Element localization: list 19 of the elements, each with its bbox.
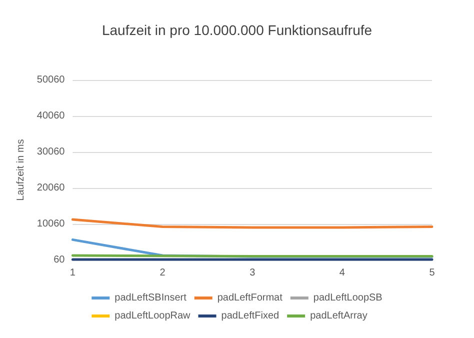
x-tick-label: 3: [250, 268, 256, 278]
x-tick-label: 2: [160, 268, 166, 278]
y-axis-title: Laufzeit in ms: [16, 139, 26, 201]
legend-label: padLeftArray: [310, 310, 368, 322]
y-tick-label: 60: [54, 254, 66, 266]
y-tick-label: 30060: [36, 146, 66, 158]
y-tick-label: 50060: [36, 74, 66, 86]
x-tick-label: 5: [429, 268, 436, 278]
legend-label: padLeftLoopRaw: [114, 310, 192, 322]
legend-label: padLeftFixed: [221, 310, 280, 322]
y-tick-label: 10060: [36, 218, 66, 230]
x-tick-label: 4: [339, 268, 346, 278]
legend-label: padLeftSBInsert: [114, 292, 187, 304]
legend-label: padLeftLoopSB: [313, 292, 383, 304]
legend-label: padLeftFormat: [217, 292, 283, 304]
y-tick-label: 40060: [36, 110, 66, 122]
y-tick-label: 20060: [36, 182, 66, 194]
chart-title: Laufzeit in pro 10.000.000 Funktionsaufrufe: [102, 22, 372, 38]
x-tick-label: 1: [70, 268, 76, 278]
